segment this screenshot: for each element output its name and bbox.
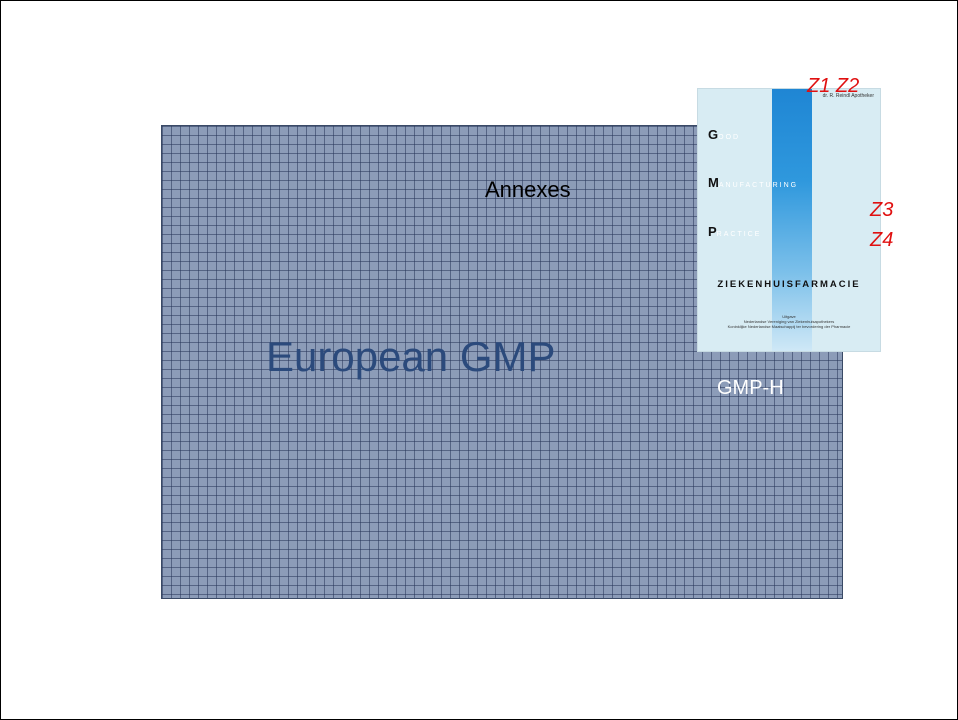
- zone-z3-label: Z3: [870, 199, 894, 221]
- gmp-h-label: GMP-H: [717, 377, 784, 399]
- cover-rest-manufacturing: ANUFACTURING: [718, 182, 799, 189]
- cover-publisher-line2: Nederlandse Vereniging van Ziekenhuisapo…: [743, 319, 835, 324]
- cover-author: dr. R. Reindl Apotheker: [822, 93, 874, 99]
- cover-publisher-line1: Uitgave: [782, 314, 796, 319]
- zone-z4-label: Z4: [870, 229, 894, 251]
- cover-line-manufacturing: MANUFACTURING: [708, 175, 798, 190]
- cover-publisher-line3: Koninklijke Nederlandse Maatschappij ter…: [727, 324, 851, 329]
- cover-initial-p: P: [708, 224, 717, 239]
- cover-stripe: [772, 89, 812, 351]
- cover-initial-g: G: [708, 127, 719, 142]
- gmp-ziekenhuisfarmacie-cover: dr. R. Reindl Apotheker GOOD MANUFACTURI…: [698, 89, 880, 351]
- cover-publisher: Uitgave Nederlandse Vereniging van Zieke…: [698, 314, 880, 329]
- cover-rest-good: OOD: [718, 134, 741, 141]
- cover-line-good: GOOD: [708, 127, 740, 142]
- cover-line-practice: PRACTICE: [708, 224, 761, 239]
- cover-initial-m: M: [708, 175, 719, 190]
- annexes-label: Annexes: [485, 177, 571, 202]
- european-gmp-label: European GMP: [266, 333, 556, 380]
- zone-z1-z2-label: Z1 Z2: [807, 75, 860, 97]
- cover-rest-practice: RACTICE: [716, 231, 762, 238]
- cover-subtitle: ZIEKENHUISFARMACIE: [717, 279, 861, 290]
